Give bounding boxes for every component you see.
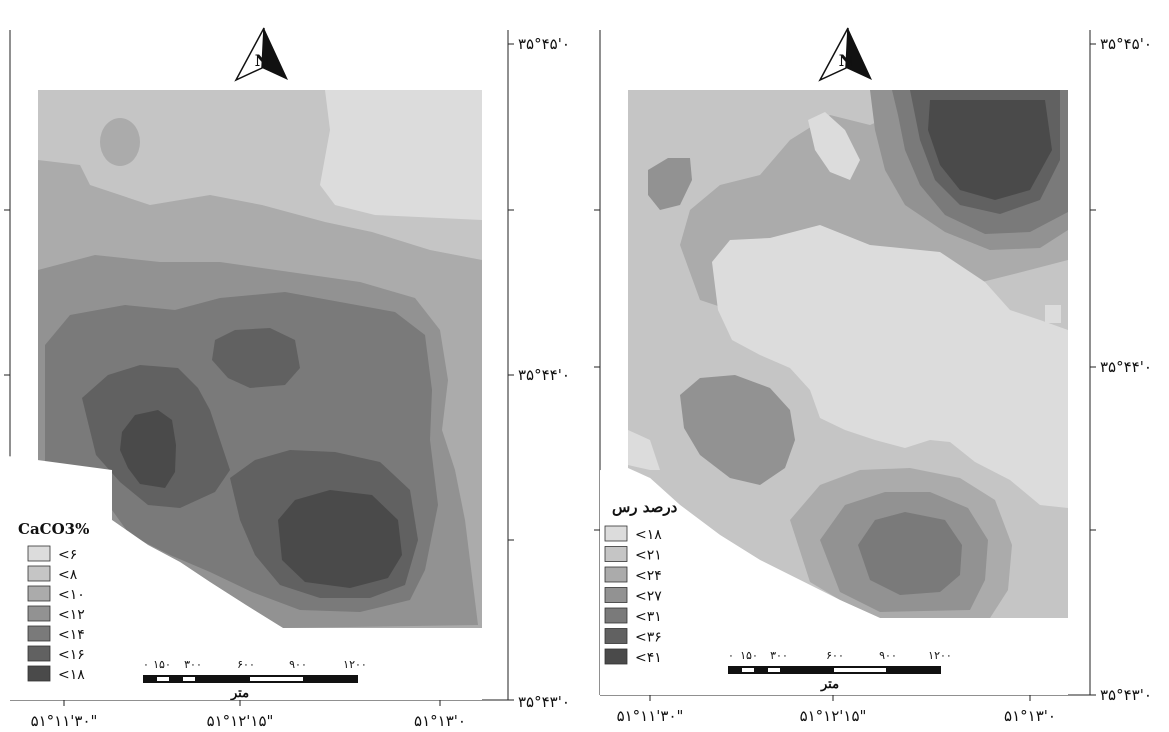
lon-label: ۵۱°۱۲'۱۵" [207, 712, 274, 730]
legend-title: درصد رس [612, 498, 678, 516]
scale-bar-segment [834, 668, 886, 672]
legend-label: <۱۴ [58, 627, 85, 643]
zone-lt27-left-b [648, 158, 692, 210]
map-left: N CaCO3% <۶<۸<۱۰<۱۲<۱۴<۱۶<۱۸ ۰ ۱۵۰ ۳ [0, 27, 570, 730]
scale-unit: متر [820, 677, 839, 692]
scale-tick-label: ۱۲۰۰ [928, 649, 952, 662]
legend-swatch [604, 587, 628, 603]
caco3-zones [38, 90, 482, 628]
scale-unit: متر [230, 686, 249, 701]
legend-swatch [27, 645, 51, 662]
clay-zones [628, 90, 1068, 618]
scale-tick-label: ۹۰۰ [289, 658, 307, 671]
boundary-mask-left [0, 455, 482, 700]
scale-tick-label: ۳۰۰ [184, 658, 202, 671]
legend-swatch [604, 525, 628, 542]
lat-label: ۳۵°۴۵'۰ [518, 35, 570, 53]
legend-swatch [27, 565, 51, 582]
lat-label: ۳۵°۴۴'۰ [518, 366, 570, 384]
scale-bar-segment [742, 668, 754, 672]
legend-label: <۴۱ [635, 650, 662, 666]
lon-label: ۵۱°۱۱'۳۰" [31, 712, 98, 730]
map-right: N درصد رس <۱۸ <۲۱ <۲۴ <۲۷ <۳۱ <۳۶ <۴۱ [594, 27, 1152, 725]
legend-swatch [604, 648, 628, 665]
lat-label: ۳۵°۴۴'۰ [1100, 358, 1152, 376]
zone-lt27-left [680, 375, 795, 485]
lat-label: ۳۵°۴۳'۰ [1100, 686, 1152, 704]
north-letter: N [839, 51, 854, 70]
north-arrow-icon: N [818, 27, 872, 82]
zone-lt31-bottom [858, 512, 962, 595]
scale-bar-segment [183, 677, 195, 681]
scale-bar-segment [768, 668, 780, 672]
zone-light-dot [1045, 305, 1061, 323]
legend-swatch [27, 585, 51, 602]
legend-swatch [27, 545, 51, 562]
legend-label: <۸ [58, 567, 78, 583]
legend-label: <۱۸ [58, 667, 85, 683]
legend-right: درصد رس <۱۸ <۲۱ <۲۴ <۲۷ <۳۱ <۳۶ <۴۱ [604, 498, 678, 666]
scale-bar-left: ۰ ۱۵۰ ۳۰۰ ۶۰۰ ۹۰۰ ۱۲۰۰ متر [143, 658, 367, 701]
legend-label: <۱۲ [58, 607, 85, 623]
legend-swatch [27, 605, 51, 622]
legend-label: <۲۷ [635, 589, 662, 605]
scale-bar-segment [250, 677, 303, 681]
scale-tick-label: ۶۰۰ [237, 658, 255, 671]
scale-tick-label: ۶۰۰ [826, 649, 844, 662]
zone-light-strip [628, 430, 660, 470]
scale-bar-right: ۰ ۱۵۰ ۳۰۰ ۶۰۰ ۹۰۰ ۱۲۰۰ متر [728, 649, 952, 692]
north-letter: N [255, 51, 270, 70]
legend-label: <۱۰ [58, 587, 85, 603]
legend-swatch [27, 625, 51, 642]
scale-bar-segment [157, 677, 169, 681]
boundary-mask-right [600, 470, 1068, 695]
zone-lt18-light-b [808, 112, 860, 180]
legend-swatch [604, 607, 628, 624]
legend-label: <۱۶ [58, 647, 85, 663]
lat-label: ۳۵°۴۳'۰ [518, 693, 570, 711]
legend-swatch [27, 665, 51, 682]
zone-lt36-top [928, 100, 1052, 200]
scale-tick-label: ۳۰۰ [770, 649, 788, 662]
legend-label: <۳۶ [635, 630, 662, 646]
zone-lt18-light [712, 225, 1068, 508]
scale-tick-label: ۱۵۰ [740, 649, 758, 662]
legend-label: <۲۴ [635, 568, 662, 584]
zone-lt18-b [278, 490, 402, 588]
lat-label: ۳۵°۴۵'۰ [1100, 35, 1152, 53]
zone-lt16-c [212, 328, 300, 388]
scale-tick-label: ۰ [728, 649, 734, 662]
legend-left: CaCO3% <۶ <۸ <۱۰ <۱۲ <۱۴ <۱۶ <۱۸ [18, 520, 89, 683]
legend-swatch [604, 628, 628, 644]
legend-label: <۱۸ [635, 527, 662, 543]
north-arrow-icon: N [234, 27, 288, 82]
legend-swatch [604, 546, 628, 562]
legend-label: <۳۱ [635, 609, 662, 625]
lon-label: ۵۱°۱۳'۰ [414, 712, 466, 730]
zone-lt10-patch [100, 118, 140, 166]
legend-label: <۲۱ [635, 548, 662, 564]
scale-tick-label: ۱۲۰۰ [343, 658, 367, 671]
lon-label: ۵۱°۱۳'۰ [1004, 707, 1056, 725]
lon-label: ۵۱°۱۱'۳۰" [617, 707, 684, 725]
scale-tick-label: ۱۵۰ [153, 658, 171, 671]
legend-title: CaCO3% [18, 520, 89, 538]
zone-lt18 [120, 410, 176, 488]
scale-tick-label: ۰ [143, 658, 149, 671]
legend-label: <۶ [58, 547, 77, 563]
lon-label: ۵۱°۱۲'۱۵" [800, 707, 867, 725]
scale-tick-label: ۹۰۰ [879, 649, 897, 662]
legend-swatch [604, 566, 628, 583]
